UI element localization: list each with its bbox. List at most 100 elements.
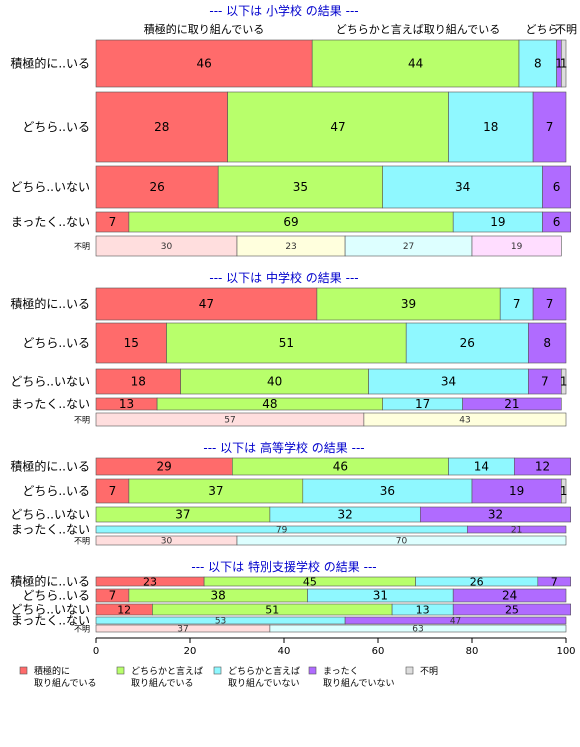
data-label: 31 <box>373 589 388 603</box>
row-label: どちら..いない <box>10 375 90 389</box>
legend-label: どちらかと言えば <box>131 665 203 677</box>
bar-row: まったく..ない 79 21 <box>11 523 567 537</box>
bar-segment <box>452 588 567 603</box>
legend-label-line2: 取り組んでいない <box>323 677 395 689</box>
data-label: 47 <box>450 617 461 627</box>
bar-row: 積極的に..いる 29 46 14 12 <box>10 457 571 476</box>
bar-segment <box>363 412 567 427</box>
column-header-2: どちらかと言えば取り組んでいる <box>336 23 500 36</box>
x-tick-label: 60 <box>372 646 385 657</box>
bar-segment <box>560 478 567 504</box>
data-label: 35 <box>293 180 308 194</box>
legend-item: 不明 <box>405 666 438 677</box>
panel-1: --- 以下は 小学校 の結果 --- 積極的に..いる 46 44 8 11 どちら..い… <box>10 3 572 257</box>
data-label: 6 <box>553 180 561 194</box>
bar-segment <box>462 397 562 411</box>
bar-segment <box>95 91 228 163</box>
data-label: 7 <box>109 484 117 498</box>
column-header-3: どちら <box>526 23 559 36</box>
data-label: 37 <box>175 508 190 522</box>
data-label: 7 <box>109 589 117 603</box>
legend-swatch <box>308 666 317 675</box>
x-axis: 0 20 40 60 80 100 <box>93 637 576 657</box>
bar-segment <box>95 287 318 321</box>
data-label: 7 <box>551 576 558 589</box>
bar-segment <box>419 506 571 523</box>
data-label: 70 <box>396 537 408 547</box>
data-label: 32 <box>488 508 503 522</box>
data-label: 7 <box>546 297 554 311</box>
data-label: 19 <box>509 484 524 498</box>
bar-row: 不明 37 63 <box>74 625 567 635</box>
data-label: 7 <box>109 215 117 229</box>
row-label: まったく..ない <box>11 215 90 229</box>
data-label: 1 <box>560 375 568 389</box>
bar-segment <box>528 368 562 395</box>
bar-row: 不明 30 23 27 19 <box>74 235 562 257</box>
bar-segment <box>452 603 572 616</box>
bar-row: 積極的に..いる 46 44 8 11 <box>10 39 568 88</box>
data-label: 46 <box>333 460 348 474</box>
bar-segment <box>405 322 529 364</box>
bar-segment <box>537 576 571 587</box>
panel-title: --- 以下は 中学校 の結果 --- <box>209 270 358 285</box>
data-label: 25 <box>505 604 519 617</box>
row-label: 積極的に..いる <box>10 296 90 311</box>
data-label: 34 <box>455 180 470 194</box>
panel-title: --- 以下は 特別支援学校 の結果 --- <box>191 559 376 574</box>
data-label: 17 <box>415 397 430 411</box>
data-label: 12 <box>117 604 131 617</box>
row-label: どちら..いる <box>22 484 90 498</box>
panel-2: --- 以下は 中学校 の結果 --- 積極的に..いる 47 39 7 7 どちら..いる… <box>10 270 568 427</box>
bar-segment <box>513 457 571 476</box>
legend-swatch <box>19 666 28 675</box>
data-label: 57 <box>224 416 235 426</box>
bar-segment <box>128 478 304 504</box>
legend-swatch <box>116 666 125 675</box>
data-label: 48 <box>262 397 277 411</box>
data-label: 7 <box>541 375 549 389</box>
data-label: 29 <box>157 460 172 474</box>
data-label: 26 <box>470 576 484 589</box>
bar-row: どちら..いない 18 40 34 7 1 <box>10 368 568 395</box>
bar-row: まったく..ない 7 69 19 6 <box>11 211 572 233</box>
bar-segment <box>542 165 572 209</box>
data-label: 39 <box>401 297 416 311</box>
x-tick-label: 40 <box>278 646 291 657</box>
bar-row: 積極的に..いる 23 45 26 7 <box>10 574 571 589</box>
legend-swatch <box>405 666 414 675</box>
bar-segment <box>180 368 369 395</box>
data-label: 1 <box>560 57 568 71</box>
row-label: どちら..いない <box>10 180 90 194</box>
legend-label-line2: 取り組んでいない <box>228 677 300 689</box>
data-label: 6 <box>553 215 561 229</box>
data-label: 7 <box>513 297 521 311</box>
data-label: 1 <box>555 57 563 71</box>
panel-title: --- 以下は 小学校 の結果 --- <box>209 3 358 18</box>
data-label: 24 <box>502 589 517 603</box>
legend-label-line2: 取り組んでいる <box>131 677 194 689</box>
data-label: 45 <box>303 576 317 589</box>
row-label: まったく..ない <box>11 523 90 537</box>
row-label: どちら..いる <box>22 336 90 350</box>
data-label: 40 <box>267 375 282 389</box>
bar-segment <box>518 39 557 88</box>
row-label: どちら..いない <box>10 603 90 617</box>
data-label: 7 <box>546 120 554 134</box>
data-label: 1 <box>560 484 568 498</box>
column-headers: 積極的に取り組んでいる どちらかと言えば取り組んでいる どちら 不明 <box>144 22 577 36</box>
legend-label: どちらかと言えば <box>228 665 300 677</box>
legend-label-line2: 取り組んでいる <box>34 677 97 689</box>
bar-row: 不明 57 43 <box>74 412 567 427</box>
legend-label: 不明 <box>420 666 438 677</box>
row-label: どちら..いない <box>10 508 90 522</box>
data-label: 26 <box>460 336 475 350</box>
data-label: 23 <box>143 576 157 589</box>
data-label: 47 <box>330 120 345 134</box>
row-label: 積極的に..いる <box>10 459 90 474</box>
bar-row: どちら..いる 7 37 36 19 1 <box>22 478 568 504</box>
data-label: 69 <box>283 215 298 229</box>
data-label: 21 <box>504 397 519 411</box>
row-label: まったく..ない <box>11 614 90 628</box>
